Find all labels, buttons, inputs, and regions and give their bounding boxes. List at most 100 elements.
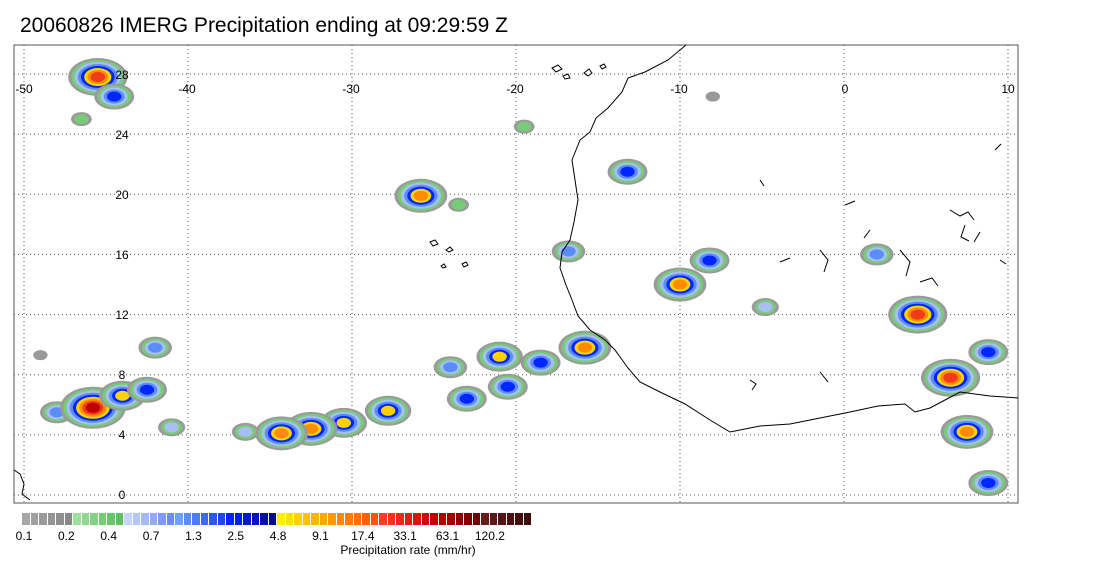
- colorbar-swatch: [56, 513, 65, 525]
- colorbar-swatch: [455, 513, 464, 525]
- lon-tick-label: -50: [15, 82, 33, 96]
- lat-tick-label: 12: [115, 308, 129, 322]
- precip-contour: [74, 114, 89, 125]
- colorbar-swatch: [379, 513, 388, 525]
- precip-contour: [517, 121, 532, 132]
- precip-contour: [758, 302, 773, 313]
- colorbar-swatch: [506, 513, 515, 525]
- colorbar-swatch: [158, 513, 167, 525]
- colorbar-swatch: [515, 513, 524, 525]
- precip-contour: [274, 428, 289, 439]
- lon-tick-label: -40: [178, 82, 196, 96]
- colorbar-title: Precipitation rate (mm/hr): [340, 543, 476, 557]
- colorbar-swatch: [277, 513, 286, 525]
- lon-tick-label: -30: [342, 82, 360, 96]
- precip-contour: [139, 384, 155, 395]
- colorbar-swatch: [226, 513, 235, 525]
- colorbar-swatch: [47, 513, 56, 525]
- lon-tick-label: 10: [1001, 82, 1015, 96]
- precip-contour: [413, 190, 429, 201]
- precip-contour: [451, 199, 466, 210]
- colorbar-tick-label: 0.2: [58, 529, 75, 543]
- colorbar-swatch: [200, 513, 209, 525]
- colorbar-swatch: [481, 513, 490, 525]
- colorbar-swatch: [251, 513, 260, 525]
- colorbar-swatch: [421, 513, 430, 525]
- colorbar-swatch: [124, 513, 133, 525]
- colorbar-swatch: [285, 513, 294, 525]
- precip-contour: [459, 393, 474, 404]
- colorbar-swatch: [447, 513, 456, 525]
- colorbar-swatch: [302, 513, 311, 525]
- precip-contour: [33, 350, 48, 361]
- precip-contour: [620, 166, 635, 177]
- colorbar-swatch: [464, 513, 473, 525]
- longitude-labels: -50 -40 -30 -20 -10 0 10: [15, 82, 1015, 96]
- colorbar-tick-label: 33.1: [393, 529, 417, 543]
- precip-contour: [869, 249, 884, 260]
- colorbar-swatch: [141, 513, 150, 525]
- precip-contour: [959, 426, 975, 437]
- graticule: [14, 45, 1018, 503]
- colorbar-swatch: [438, 513, 447, 525]
- colorbar-swatch: [294, 513, 303, 525]
- colorbar-tick-label: 63.1: [435, 529, 460, 543]
- colorbar-tick-label: 17.4: [351, 529, 375, 543]
- precip-contour: [500, 381, 515, 392]
- canary-islands: [551, 63, 607, 80]
- lat-tick-label: 8: [119, 368, 126, 382]
- colorbar-tick-label: 0.1: [15, 529, 33, 543]
- colorbar-swatch: [243, 513, 252, 525]
- precip-contour: [705, 91, 720, 102]
- colorbar-swatch: [472, 513, 481, 525]
- coastline: [13, 44, 1019, 501]
- precip-contour: [577, 342, 593, 353]
- colorbar-swatch: [149, 513, 158, 525]
- precip-contour: [910, 309, 925, 320]
- colorbar-tick-label: 9.1: [312, 529, 329, 543]
- precip-contour: [380, 405, 396, 416]
- colorbar-swatch: [107, 513, 116, 525]
- colorbar-swatch: [175, 513, 184, 525]
- colorbar-swatch: [192, 513, 201, 525]
- colorbar-tick-label: 0.7: [142, 529, 160, 543]
- sw-corner-coast: [13, 469, 31, 501]
- cape-verde-islands: [429, 239, 469, 269]
- lat-tick-label: 4: [119, 428, 126, 442]
- colorbar-swatch: [387, 513, 396, 525]
- colorbar-tick-label: 4.8: [269, 529, 287, 543]
- precip-contour: [672, 279, 688, 290]
- lon-tick-label: -20: [506, 82, 524, 96]
- precip-contour: [85, 402, 101, 413]
- precip-contour: [943, 372, 958, 383]
- colorbar-swatch: [311, 513, 320, 525]
- lat-tick-label: 16: [115, 248, 129, 262]
- precipitation-map: -50 -40 -30 -20 -10 0 10 28 24 20 16 12 …: [13, 44, 1019, 504]
- interior-borders: [749, 143, 1007, 391]
- precip-contour: [115, 390, 130, 401]
- precip-contour: [107, 91, 122, 102]
- precip-contour: [164, 422, 179, 433]
- precip-contour: [981, 477, 996, 488]
- colorbar-swatch: [30, 513, 39, 525]
- precip-contour: [238, 426, 253, 437]
- colorbar-tick-label: 1.3: [185, 529, 202, 543]
- colorbar-swatch: [81, 513, 90, 525]
- colorbar-swatch: [523, 513, 532, 525]
- lat-tick-label: 0: [119, 488, 126, 502]
- precip-contour: [90, 72, 106, 83]
- precip-contour: [981, 347, 996, 358]
- colorbar-swatch: [404, 513, 413, 525]
- colorbar-tick-label: 120.2: [474, 529, 505, 543]
- colorbar-swatch: [217, 513, 226, 525]
- lon-tick-label: -10: [670, 82, 688, 96]
- colorbar-swatch: [98, 513, 107, 525]
- colorbar-swatch: [489, 513, 498, 525]
- colorbar-tick-label: 2.5: [227, 529, 245, 543]
- lon-tick-label: 0: [842, 82, 849, 96]
- colorbar-tick-label: 0.4: [100, 529, 118, 543]
- colorbar-swatch: [328, 513, 337, 525]
- precip-contour: [443, 362, 458, 373]
- colorbar-swatch: [413, 513, 422, 525]
- colorbar-swatch: [353, 513, 362, 525]
